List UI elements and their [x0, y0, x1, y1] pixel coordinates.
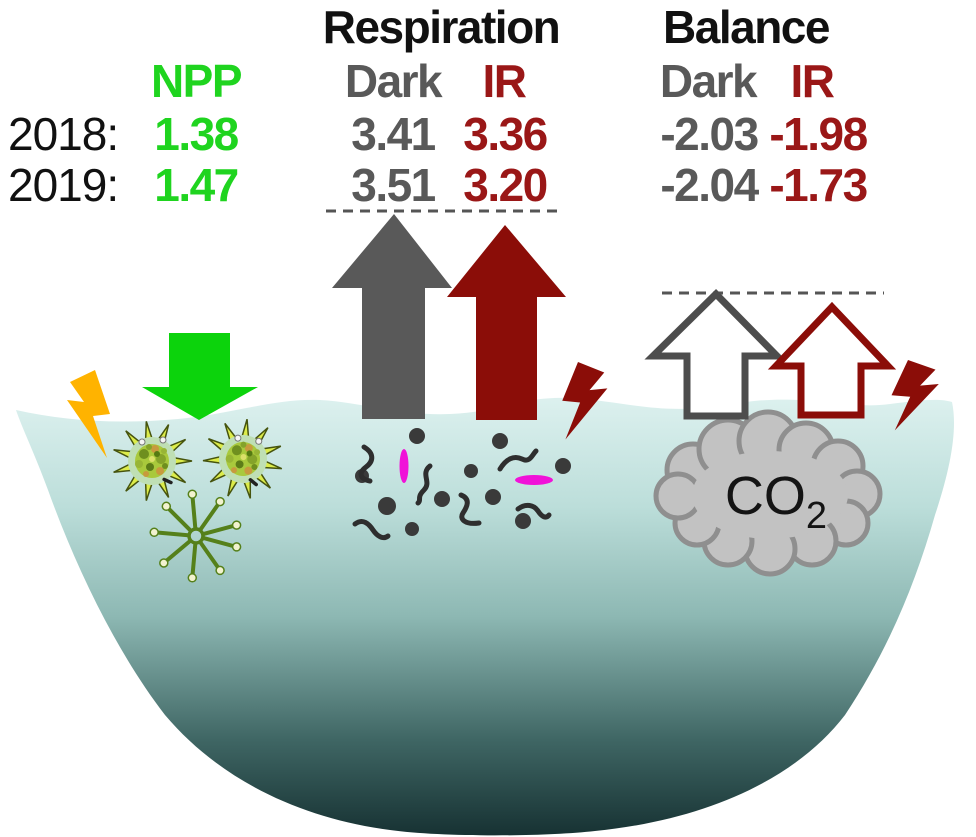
phytoplankton-icon: [195, 410, 293, 508]
value-balance-dark-2019: -2.04: [660, 159, 759, 211]
value-balance-ir-2019: -1.73: [769, 159, 868, 211]
row-year-label: 2019:: [8, 159, 119, 211]
value-respiration-dark-2019: 3.51: [351, 159, 436, 211]
phytoplankton-icon: [112, 420, 193, 502]
co2-subscript: 2: [805, 495, 828, 537]
balance-title: Balance: [663, 1, 830, 53]
balance-ir-arrow-icon: [767, 301, 897, 419]
co2-cloud-icon: [653, 409, 883, 577]
column-header-respiration-dark: Dark: [344, 55, 443, 107]
column-header-npp: NPP: [150, 55, 243, 107]
npp-arrow-icon: [142, 333, 258, 420]
respiration-dark-arrow-icon: [332, 214, 452, 419]
value-npp-2019: 1.47: [154, 159, 239, 211]
value-balance-dark-2018: -2.03: [660, 108, 759, 160]
value-respiration-dark-2018: 3.41: [351, 108, 436, 160]
respiration-ir-arrow-icon: [447, 225, 566, 420]
heterotroph-icon: [149, 489, 242, 583]
value-respiration-ir-2018: 3.36: [463, 108, 548, 160]
balance-dark-arrow-icon: [644, 289, 786, 420]
co2-label: CO2: [724, 465, 827, 535]
value-npp-2018: 1.38: [154, 108, 239, 160]
value-balance-ir-2018: -1.98: [769, 108, 868, 160]
row-year-label: 2018:: [8, 108, 119, 160]
bacteria-icon: [352, 428, 571, 541]
column-header-respiration-ir: IR: [482, 55, 528, 107]
co2-text: CO: [724, 466, 806, 526]
column-header-balance-ir: IR: [790, 55, 836, 107]
respiration-title: Respiration: [322, 1, 561, 53]
column-header-balance-dark: Dark: [659, 55, 758, 107]
value-respiration-ir-2019: 3.20: [463, 159, 548, 211]
